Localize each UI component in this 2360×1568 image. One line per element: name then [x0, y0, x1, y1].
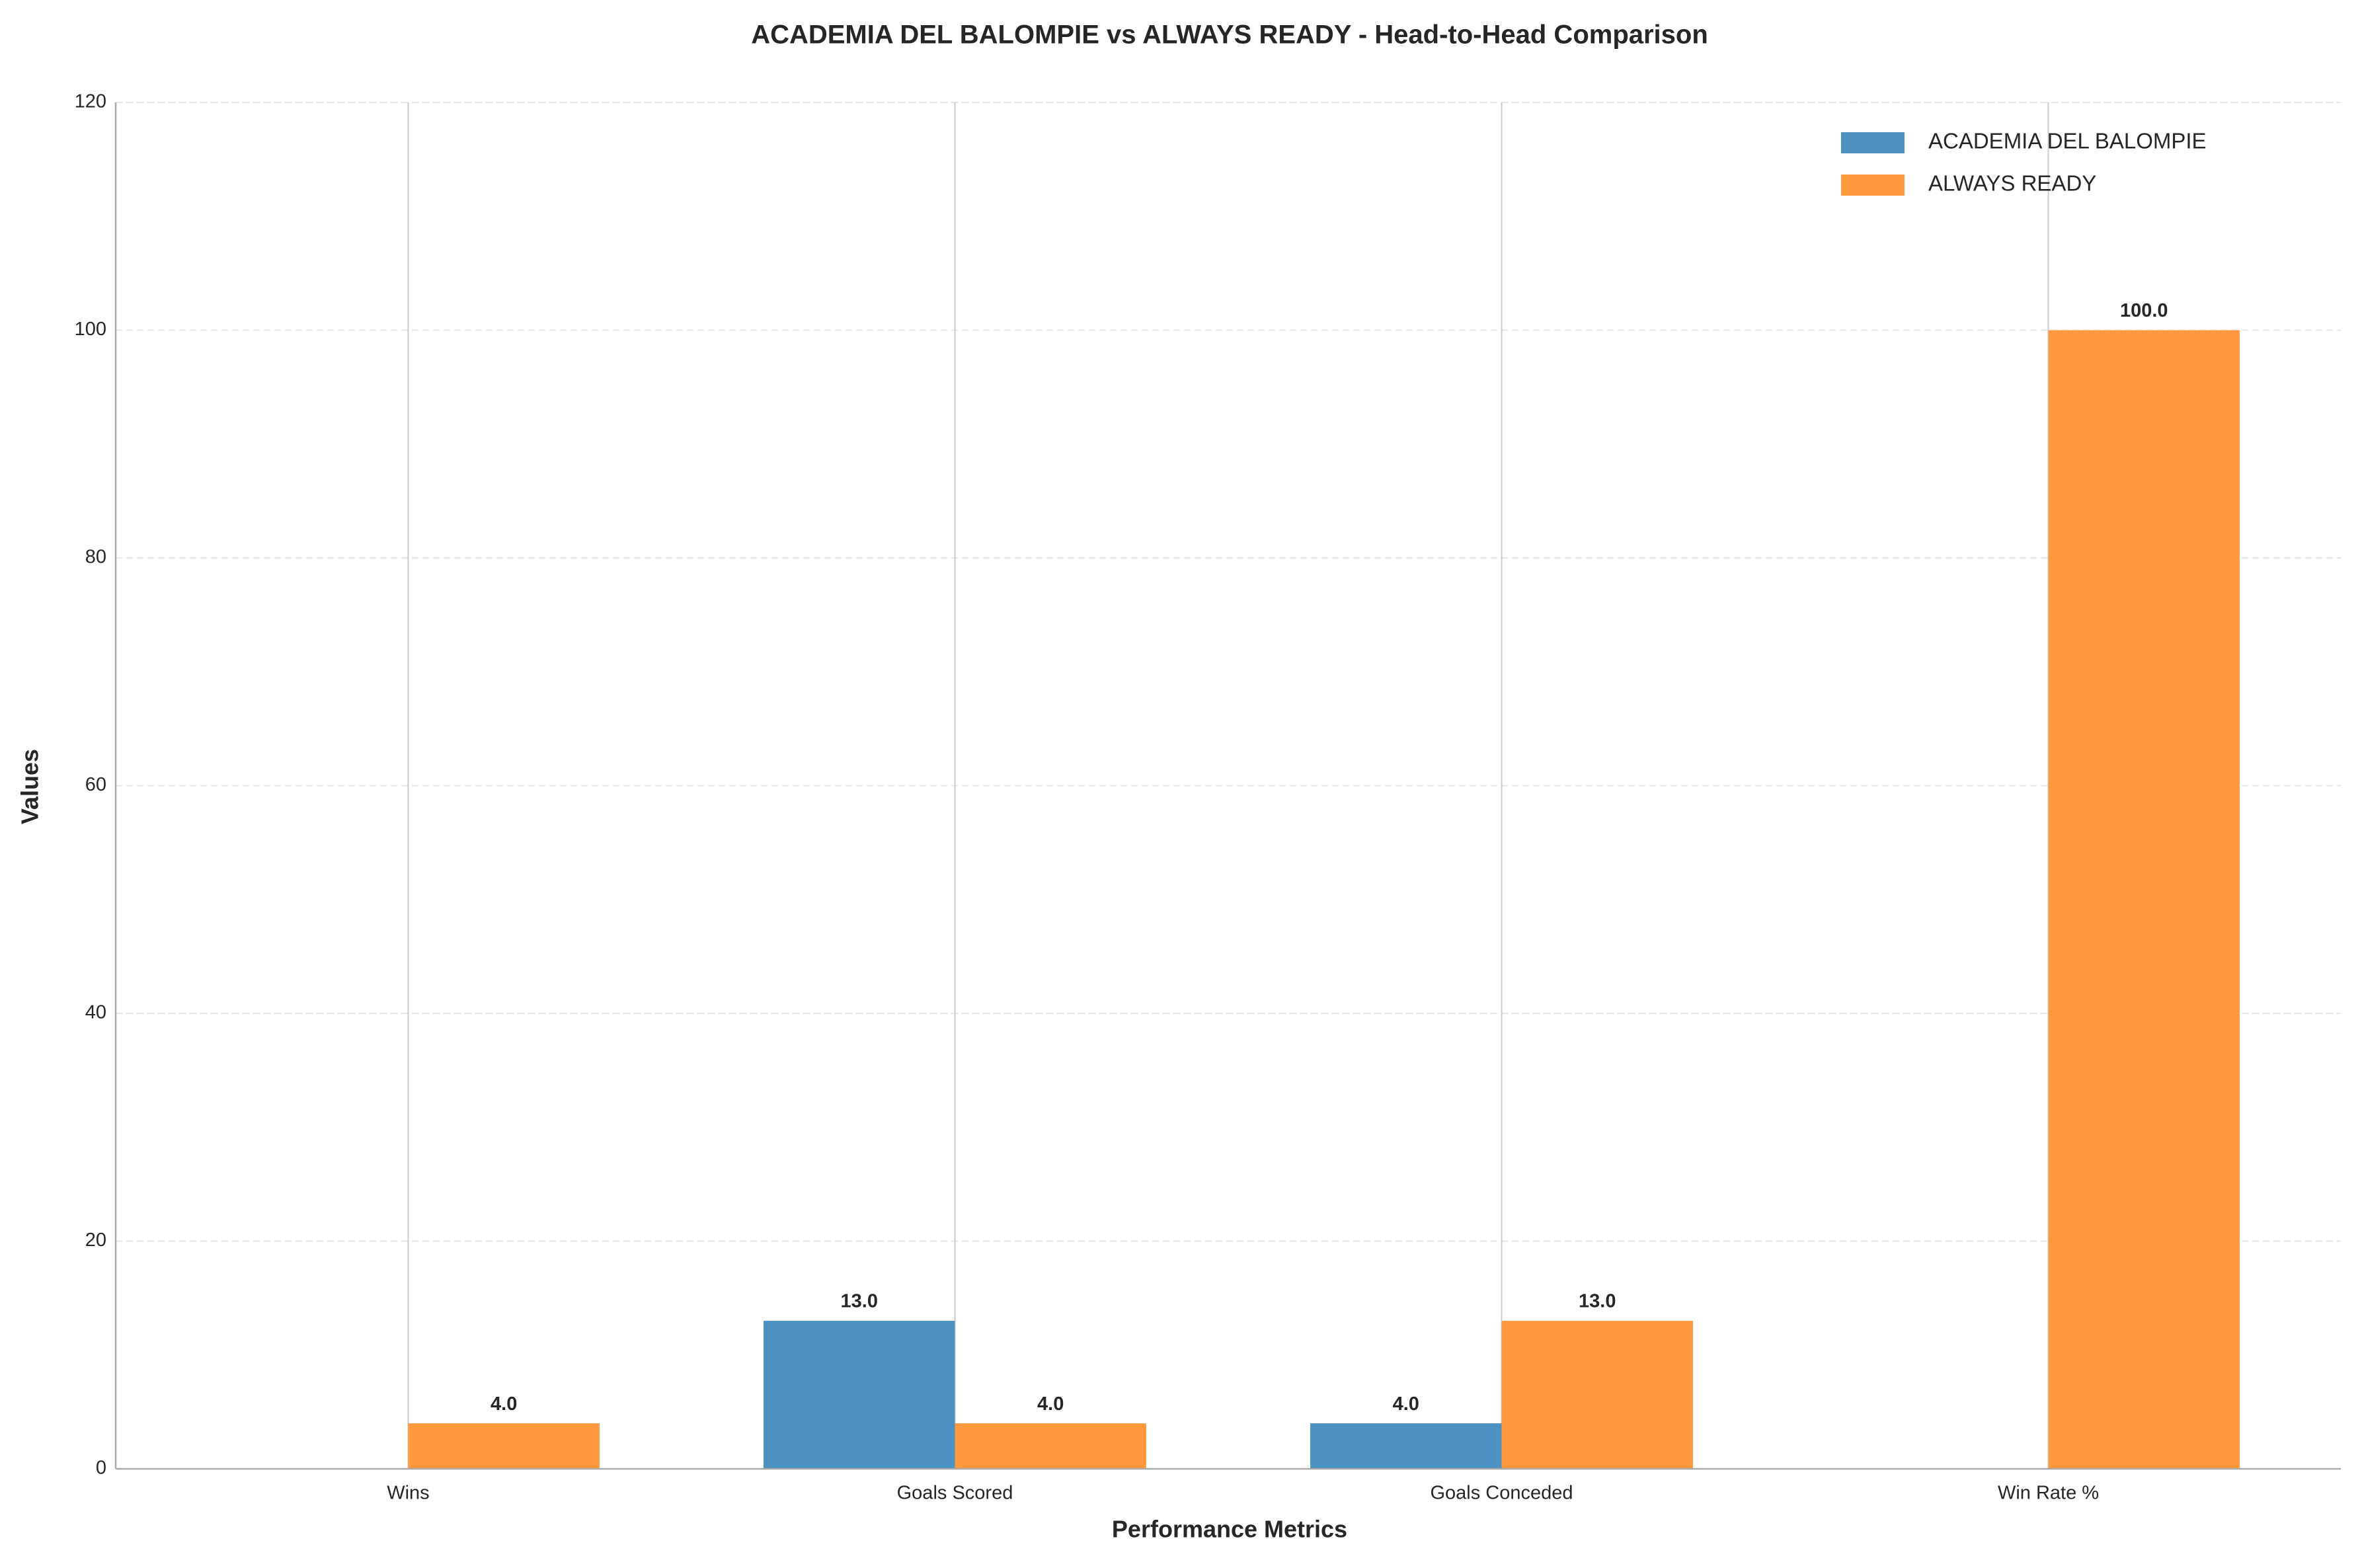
x-tick-label: Wins: [387, 1483, 429, 1504]
value-label: 100.0: [2120, 300, 2168, 321]
chart-title: ACADEMIA DEL BALOMPIE vs ALWAYS READY - …: [751, 20, 1708, 50]
value-label: 4.0: [1393, 1393, 1419, 1415]
y-axis-label: Values: [17, 749, 44, 824]
y-tick-label: 40: [85, 1002, 106, 1023]
bar: [764, 1321, 955, 1469]
bar: [955, 1423, 1146, 1469]
value-label: 4.0: [491, 1393, 517, 1415]
y-tick-label: 20: [85, 1230, 106, 1251]
value-label: 13.0: [1579, 1291, 1616, 1312]
y-tick-label: 100: [75, 319, 106, 340]
y-tick-label: 0: [96, 1458, 106, 1479]
legend-swatch: [1841, 132, 1905, 153]
y-tick-label: 120: [75, 91, 106, 112]
y-tick-label: 80: [85, 547, 106, 568]
x-tick-label: Goals Conceded: [1430, 1483, 1573, 1504]
bar: [1310, 1423, 1502, 1469]
bar: [408, 1423, 600, 1469]
value-label: 4.0: [1037, 1393, 1064, 1415]
x-tick-label: Win Rate %: [1998, 1483, 2099, 1504]
legend-label: ALWAYS READY: [1928, 171, 2096, 196]
bar: [2048, 330, 2240, 1469]
legend-label: ACADEMIA DEL BALOMPIE: [1928, 129, 2207, 153]
y-tick-label: 60: [85, 774, 106, 795]
x-axis-label: Performance Metrics: [1112, 1516, 1347, 1543]
x-tick-label: Goals Scored: [897, 1483, 1013, 1504]
legend-swatch: [1841, 175, 1905, 196]
bar: [1501, 1321, 1693, 1469]
value-label: 13.0: [841, 1291, 878, 1312]
